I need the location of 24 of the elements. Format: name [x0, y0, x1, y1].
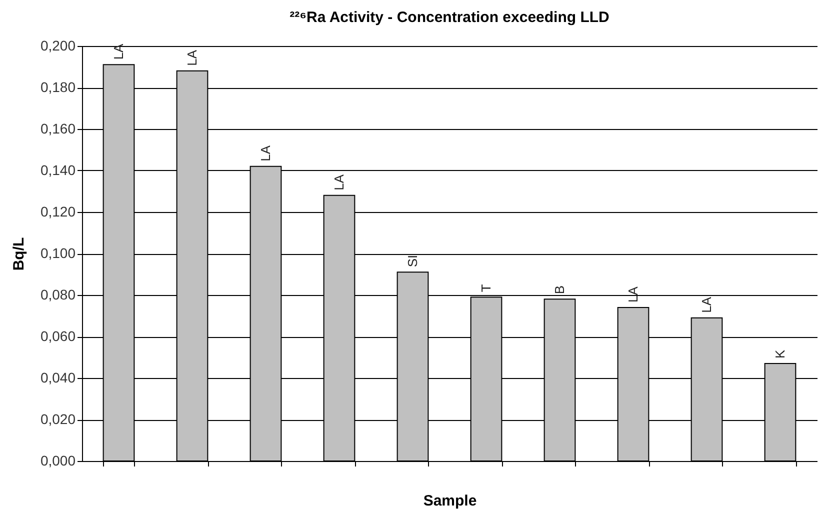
data-label: K [772, 349, 788, 358]
y-tick-label: 0,120 [40, 204, 76, 220]
chart-title: ²²⁶Ra Activity - Concentration exceeding LLD [290, 9, 610, 26]
data-label: LA [625, 286, 640, 302]
data-label: LA [110, 43, 126, 60]
data-label: LA [184, 50, 200, 66]
y-axis-title: Bq/L [10, 237, 28, 271]
data-label: LA [258, 145, 273, 162]
y-tick-label: 0,060 [40, 328, 76, 344]
y-tick-label: 0,200 [40, 38, 76, 54]
x-axis-title: Sample [423, 492, 477, 510]
y-tick-label: 0,180 [40, 79, 76, 95]
y-tick-label: 0,020 [40, 411, 76, 427]
y-tick-label: 0,080 [40, 286, 76, 302]
data-label: SI [404, 254, 420, 268]
y-tick-label: 0,160 [40, 120, 76, 136]
data-label: LA [331, 174, 346, 190]
data-label: B [552, 285, 567, 294]
y-tick-label: 0,040 [40, 370, 76, 386]
y-tick-label: 0,140 [40, 162, 76, 178]
y-tick-label: 0,100 [40, 245, 76, 261]
data-label: T [478, 284, 494, 292]
y-tick-label: 0,000 [40, 452, 76, 468]
data-label: LA [698, 296, 714, 313]
